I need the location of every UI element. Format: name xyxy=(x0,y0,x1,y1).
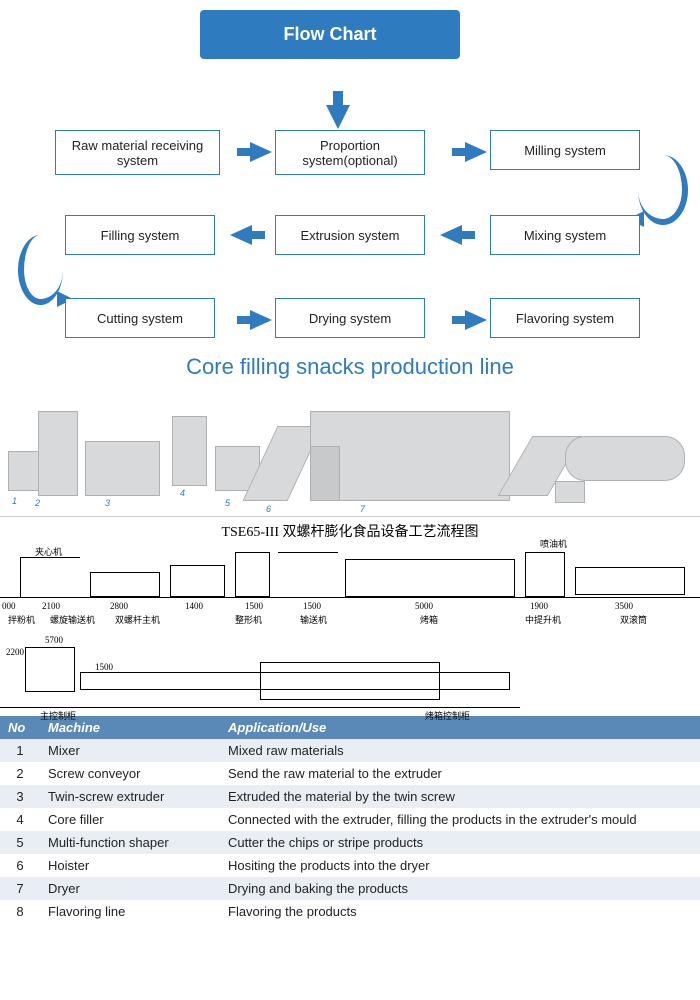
machine-name: 输送机 xyxy=(300,613,327,626)
table-cell: 5 xyxy=(0,831,40,854)
machine-name: 整形机 xyxy=(235,613,262,626)
dim-label: 1500 xyxy=(245,601,263,611)
machine-label: 5 xyxy=(225,498,230,508)
box-raw: Raw material receiving system xyxy=(55,130,220,175)
table-row: 2Screw conveyorSend the raw material to … xyxy=(0,762,700,785)
box-proportion: Proportion system(optional) xyxy=(275,130,425,175)
machine-name: 烤箱控制柜 xyxy=(425,709,470,722)
arrow-curve-icon xyxy=(18,235,63,305)
arrow-right-icon xyxy=(465,142,487,162)
dim-label: 2800 xyxy=(110,601,128,611)
box-milling: Milling system xyxy=(490,130,640,170)
dim-label: 1400 xyxy=(185,601,203,611)
machine-name: 双滚筒 xyxy=(620,613,647,626)
table-cell: 3 xyxy=(0,785,40,808)
dim-label: 5700 xyxy=(45,635,63,645)
machine-table: No Machine Application/Use 1MixerMixed r… xyxy=(0,716,700,923)
dim-label: 5000 xyxy=(415,601,433,611)
dim-label: 1900 xyxy=(530,601,548,611)
table-cell: Drying and baking the products xyxy=(220,877,700,900)
table-cell: 8 xyxy=(0,900,40,923)
box-cutting: Cutting system xyxy=(65,298,215,338)
table-cell: Mixer xyxy=(40,739,220,762)
technical-drawing: TSE65-III 双螺杆膨化食品设备工艺流程图 夹心机 喷油机 000 210… xyxy=(0,516,700,716)
flowchart: Flow Chart Raw material receiving system… xyxy=(0,0,700,350)
dim-label: 1500 xyxy=(303,601,321,611)
machine-label: 3 xyxy=(105,498,110,508)
arrow-right-icon xyxy=(465,310,487,330)
machine-name: 双螺杆主机 xyxy=(115,613,160,626)
table-cell: Mixed raw materials xyxy=(220,739,700,762)
arrow-curve-icon xyxy=(638,155,688,225)
table-cell: Flavoring line xyxy=(40,900,220,923)
table-row: 4Core fillerConnected with the extruder,… xyxy=(0,808,700,831)
table-row: 7DryerDrying and baking the products xyxy=(0,877,700,900)
tech-drawing-title: TSE65-III 双螺杆膨化食品设备工艺流程图 xyxy=(0,521,700,541)
col-no: No xyxy=(0,716,40,739)
dim-label: 2200 xyxy=(6,647,24,657)
box-mixing: Mixing system xyxy=(490,215,640,255)
box-extrusion: Extrusion system xyxy=(275,215,425,255)
table-cell: Dryer xyxy=(40,877,220,900)
table-cell: Multi-function shaper xyxy=(40,831,220,854)
table-row: 1MixerMixed raw materials xyxy=(0,739,700,762)
table-row: 5Multi-function shaperCutter the chips o… xyxy=(0,831,700,854)
arrow-left-icon xyxy=(230,225,252,245)
dim-label: 000 xyxy=(2,601,16,611)
arrow-right-icon xyxy=(250,142,272,162)
machine-photo-row: 1 2 3 4 5 6 7 xyxy=(0,386,700,516)
table-row: 6HoisterHositing the products into the d… xyxy=(0,854,700,877)
arrow-right-icon xyxy=(250,310,272,330)
machine-label: 7 xyxy=(360,504,365,514)
machine-label: 6 xyxy=(266,504,271,514)
table-cell: Send the raw material to the extruder xyxy=(220,762,700,785)
table-cell: Extruded the material by the twin screw xyxy=(220,785,700,808)
machine-name: 拌粉机 xyxy=(8,613,35,626)
table-cell: Hoister xyxy=(40,854,220,877)
table-cell: Connected with the extruder, filling the… xyxy=(220,808,700,831)
table-cell: 2 xyxy=(0,762,40,785)
production-line-title: Core filling snacks production line xyxy=(0,354,700,380)
table-header-row: No Machine Application/Use xyxy=(0,716,700,739)
machine-label: 2 xyxy=(35,498,40,508)
box-drying: Drying system xyxy=(275,298,425,338)
machine-label: 4 xyxy=(180,488,185,498)
dim-label: 1500 xyxy=(95,662,113,672)
box-filling: Filling system xyxy=(65,215,215,255)
tech-label: 喷油机 xyxy=(540,537,567,550)
table-cell: Core filler xyxy=(40,808,220,831)
box-flavoring: Flavoring system xyxy=(490,298,640,338)
table-cell: Hositing the products into the dryer xyxy=(220,854,700,877)
table-cell: Screw conveyor xyxy=(40,762,220,785)
machine-name: 中提升机 xyxy=(525,613,561,626)
arrow-down-icon xyxy=(326,105,350,129)
flowchart-title: Flow Chart xyxy=(200,10,460,59)
table-cell: Flavoring the products xyxy=(220,900,700,923)
arrow-left-icon xyxy=(440,225,462,245)
table-cell: 7 xyxy=(0,877,40,900)
machine-name: 主控制柜 xyxy=(40,709,76,722)
table-cell: 6 xyxy=(0,854,40,877)
machine-label: 1 xyxy=(12,496,17,506)
table-cell: Cutter the chips or stripe products xyxy=(220,831,700,854)
dim-label: 2100 xyxy=(42,601,60,611)
table-cell: 4 xyxy=(0,808,40,831)
table-row: 3Twin-screw extruderExtruded the materia… xyxy=(0,785,700,808)
table-row: 8Flavoring lineFlavoring the products xyxy=(0,900,700,923)
machine-name: 烤箱 xyxy=(420,613,438,626)
table-cell: Twin-screw extruder xyxy=(40,785,220,808)
table-cell: 1 xyxy=(0,739,40,762)
machine-name: 螺旋输送机 xyxy=(50,613,95,626)
dim-label: 3500 xyxy=(615,601,633,611)
